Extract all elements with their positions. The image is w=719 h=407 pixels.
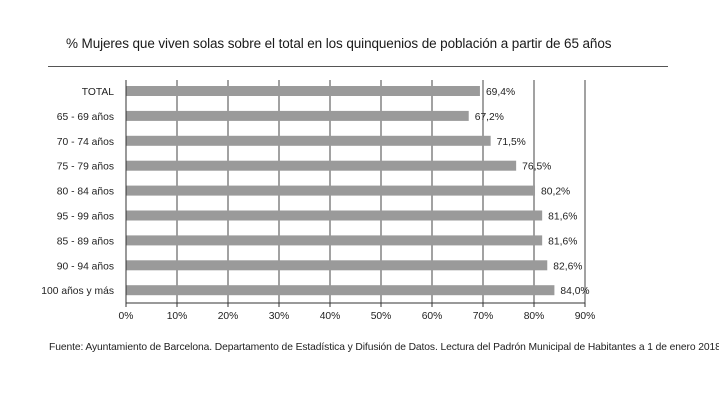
bars [126,86,555,296]
category-label-0: TOTAL [82,87,115,98]
data-label-3: 76,5% [522,162,551,173]
labels: TOTAL 69,4% 65 - 69 años 67,2% 70 - 74 años 7… [41,87,595,322]
axes [125,80,586,307]
category-label-3: 75 - 79 años [57,162,114,173]
category-label-7: 90 - 94 años [57,261,114,272]
category-label-5: 95 - 99 años [57,212,114,223]
tick-label-40: 40% [320,311,341,322]
tick-label-90: 90% [575,311,596,322]
title-divider [48,66,668,67]
data-label-5: 81,6% [548,212,577,223]
bar-6 [126,235,543,246]
category-label-1: 65 - 69 años [57,112,114,123]
bar-3 [126,160,517,171]
bar-1 [126,110,469,121]
tick-label-30: 30% [269,311,290,322]
data-label-7: 82,6% [553,261,582,272]
data-label-1: 67,2% [475,112,504,123]
category-label-4: 80 - 84 años [57,187,114,198]
chart-title: % Mujeres que viven solas sobre el total… [66,36,612,51]
tick-label-0: 0% [119,311,134,322]
bar-7 [126,260,548,271]
tick-label-60: 60% [422,311,443,322]
category-label-8: 100 años y más [41,286,114,297]
category-label-2: 70 - 74 años [57,137,114,148]
data-label-8: 84,0% [560,286,589,297]
tick-label-80: 80% [524,311,545,322]
bar-5 [126,210,543,221]
data-label-0: 69,4% [486,87,515,98]
tick-label-70: 70% [473,311,494,322]
tick-label-20: 20% [218,311,239,322]
bar-0 [126,86,480,96]
bar-4 [126,185,536,196]
tick-label-10: 10% [167,311,188,322]
bar-8 [126,285,555,296]
data-label-2: 71,5% [497,137,526,148]
data-label-4: 80,2% [541,187,570,198]
source-note: Fuente: Ayuntamiento de Barcelona. Depar… [49,342,719,353]
category-label-6: 85 - 89 años [57,236,114,247]
data-label-6: 81,6% [548,236,577,247]
bar-2 [126,135,491,146]
tick-label-50: 50% [371,311,392,322]
